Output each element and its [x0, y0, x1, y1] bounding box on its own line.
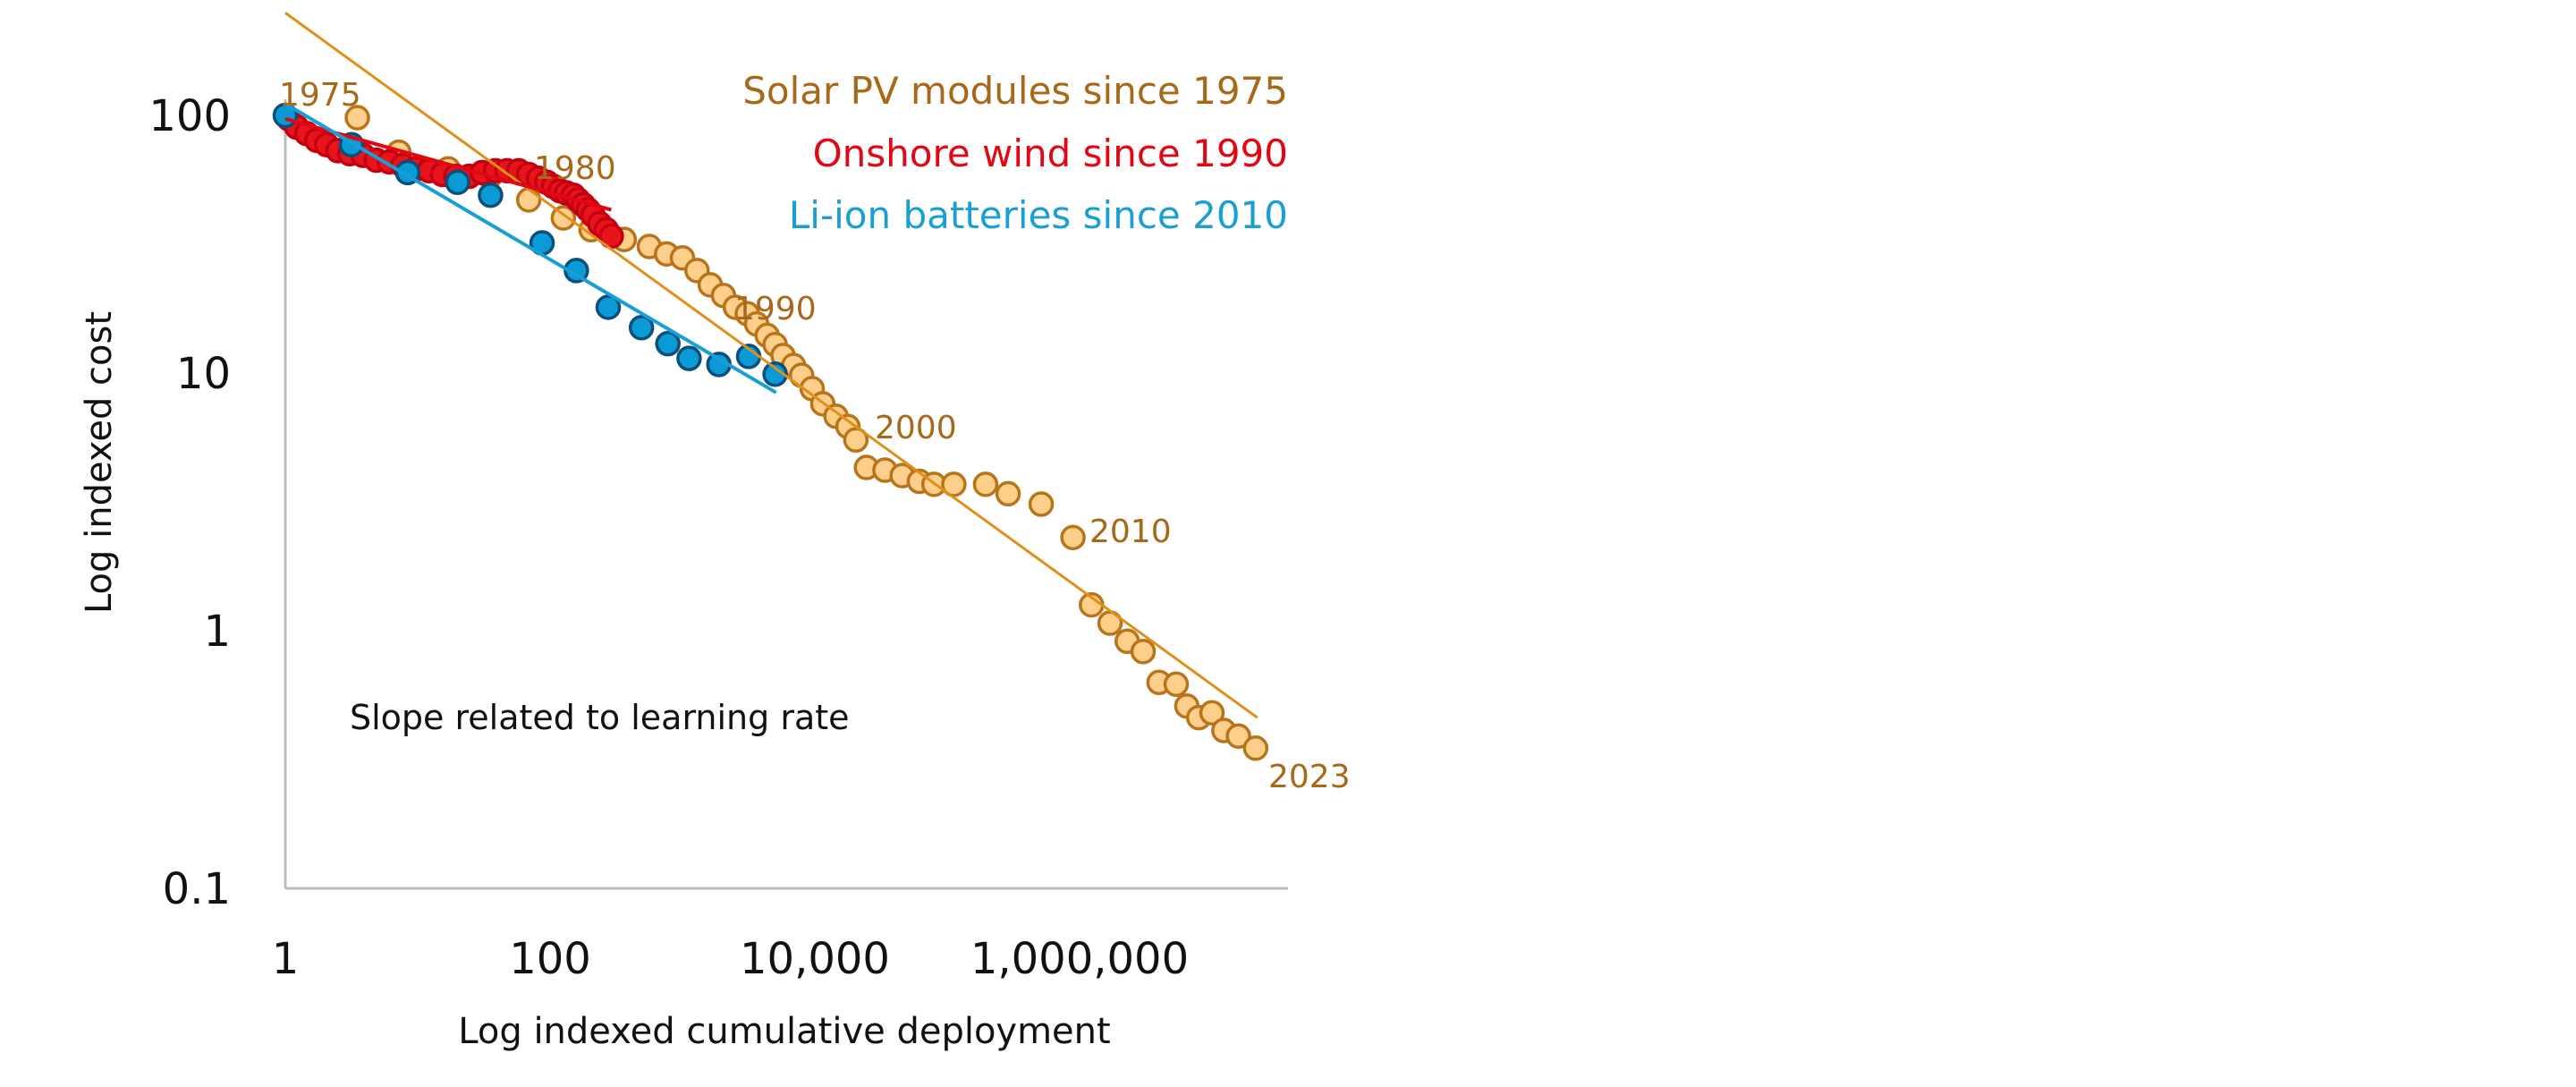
li-ion-batteries-point: [676, 345, 702, 371]
solar-pv-point: [1163, 671, 1190, 698]
data-points: [272, 102, 1269, 761]
solar-pv-trend-line: [284, 12, 1258, 719]
li-ion-batteries-point: [478, 182, 504, 208]
solar-pv-point: [515, 187, 542, 213]
solar-pv-point: [344, 105, 370, 131]
x-tick-label: 10,000: [740, 934, 890, 984]
x-tick-label: 1,000,000: [970, 934, 1189, 984]
li-ion-batteries-trend-line: [284, 102, 777, 395]
solar-pv-point: [1225, 723, 1251, 750]
year-label-2023: 2023: [1268, 759, 1351, 795]
year-labels: 1975 1980 1990 2000 2010 2023: [279, 77, 1351, 795]
solar-pv-point: [1060, 524, 1086, 551]
year-label-1990: 1990: [734, 291, 817, 327]
x-axis-title: Log indexed cumulative deployment: [458, 1011, 1110, 1052]
y-tick-label: 100: [148, 91, 231, 141]
y-tick-labels: 100 10 1 0.1: [148, 91, 231, 914]
solar-pv-point: [1199, 700, 1225, 726]
solar-pv-point: [972, 471, 999, 497]
li-ion-batteries-point: [628, 315, 655, 341]
onshore-wind-point: [598, 223, 624, 250]
legend-batteries: Li-ion batteries since 2010: [789, 193, 1288, 237]
solar-pv-point: [1242, 735, 1269, 761]
li-ion-batteries-point: [762, 361, 788, 387]
x-tick-label: 1: [272, 934, 300, 984]
year-label-2000: 2000: [875, 410, 957, 446]
y-axis-title: Log indexed cost: [79, 311, 120, 614]
y-tick-label: 10: [176, 349, 231, 399]
y-tick-label: 0.1: [163, 864, 231, 914]
x-tick-label: 100: [509, 934, 591, 984]
solar-pv-point: [550, 205, 577, 231]
year-label-1980: 1980: [534, 150, 616, 187]
y-tick-label: 1: [203, 607, 231, 657]
x-tick-labels: 1 100 10,000 1,000,000: [272, 934, 1189, 984]
solar-pv-point: [843, 427, 869, 454]
legend: Solar PV modules since 1975 Onshore wind…: [742, 69, 1288, 237]
li-ion-batteries-point: [655, 330, 681, 357]
year-label-2010: 2010: [1089, 514, 1172, 550]
solar-pv-point: [1028, 491, 1055, 517]
legend-wind: Onshore wind since 1990: [813, 132, 1288, 175]
trend-lines: [284, 12, 1258, 719]
axes: [284, 99, 1288, 890]
solar-pv-point: [1130, 639, 1157, 665]
year-label-1975: 1975: [279, 77, 361, 114]
solar-pv-point: [941, 471, 967, 497]
legend-solar: Solar PV modules since 1975: [742, 69, 1288, 113]
li-ion-batteries-point: [445, 169, 470, 196]
li-ion-batteries-point: [595, 294, 622, 320]
solar-pv-point: [995, 480, 1021, 507]
li-ion-batteries-point: [564, 258, 589, 284]
slope-annotation: Slope related to learning rate: [350, 698, 850, 737]
series-li-ion-batteries-points: [272, 102, 788, 387]
